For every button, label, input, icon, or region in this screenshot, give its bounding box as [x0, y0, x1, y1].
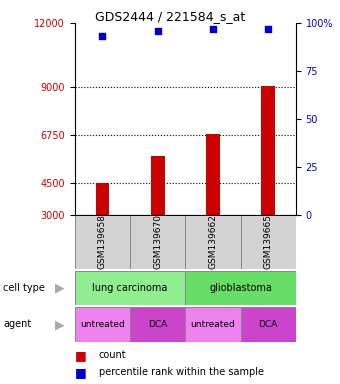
Bar [75, 307, 130, 342]
Point [100, 33, 105, 40]
Text: GSM139670: GSM139670 [153, 214, 162, 270]
Bar [130, 215, 185, 269]
Bar [151, 156, 165, 215]
Text: untreated: untreated [190, 320, 235, 329]
Text: DCA: DCA [258, 320, 278, 329]
Point [155, 28, 160, 34]
Text: GSM139658: GSM139658 [98, 214, 107, 270]
Bar [241, 215, 296, 269]
Text: agent: agent [3, 319, 32, 329]
Bar [185, 271, 296, 305]
Bar [241, 307, 296, 342]
Bar [130, 307, 185, 342]
Text: GSM139665: GSM139665 [264, 214, 273, 270]
Text: GSM139662: GSM139662 [208, 215, 217, 269]
Text: lung carcinoma: lung carcinoma [92, 283, 168, 293]
Text: percentile rank within the sample: percentile rank within the sample [99, 367, 264, 377]
Bar [206, 134, 220, 215]
Text: ▶: ▶ [55, 281, 64, 295]
Text: glioblastoma: glioblastoma [209, 283, 272, 293]
Text: ■: ■ [75, 349, 87, 362]
Bar [185, 215, 241, 269]
Bar [75, 271, 185, 305]
Text: GDS2444 / 221584_s_at: GDS2444 / 221584_s_at [95, 10, 245, 23]
Bar [261, 86, 275, 215]
Text: ■: ■ [75, 366, 87, 379]
Bar [185, 307, 241, 342]
Point [266, 26, 271, 32]
Point [210, 26, 216, 32]
Bar [96, 183, 109, 215]
Text: ▶: ▶ [55, 318, 64, 331]
Text: cell type: cell type [3, 283, 45, 293]
Text: count: count [99, 350, 126, 360]
Text: untreated: untreated [80, 320, 125, 329]
Text: DCA: DCA [148, 320, 167, 329]
Bar [75, 215, 130, 269]
